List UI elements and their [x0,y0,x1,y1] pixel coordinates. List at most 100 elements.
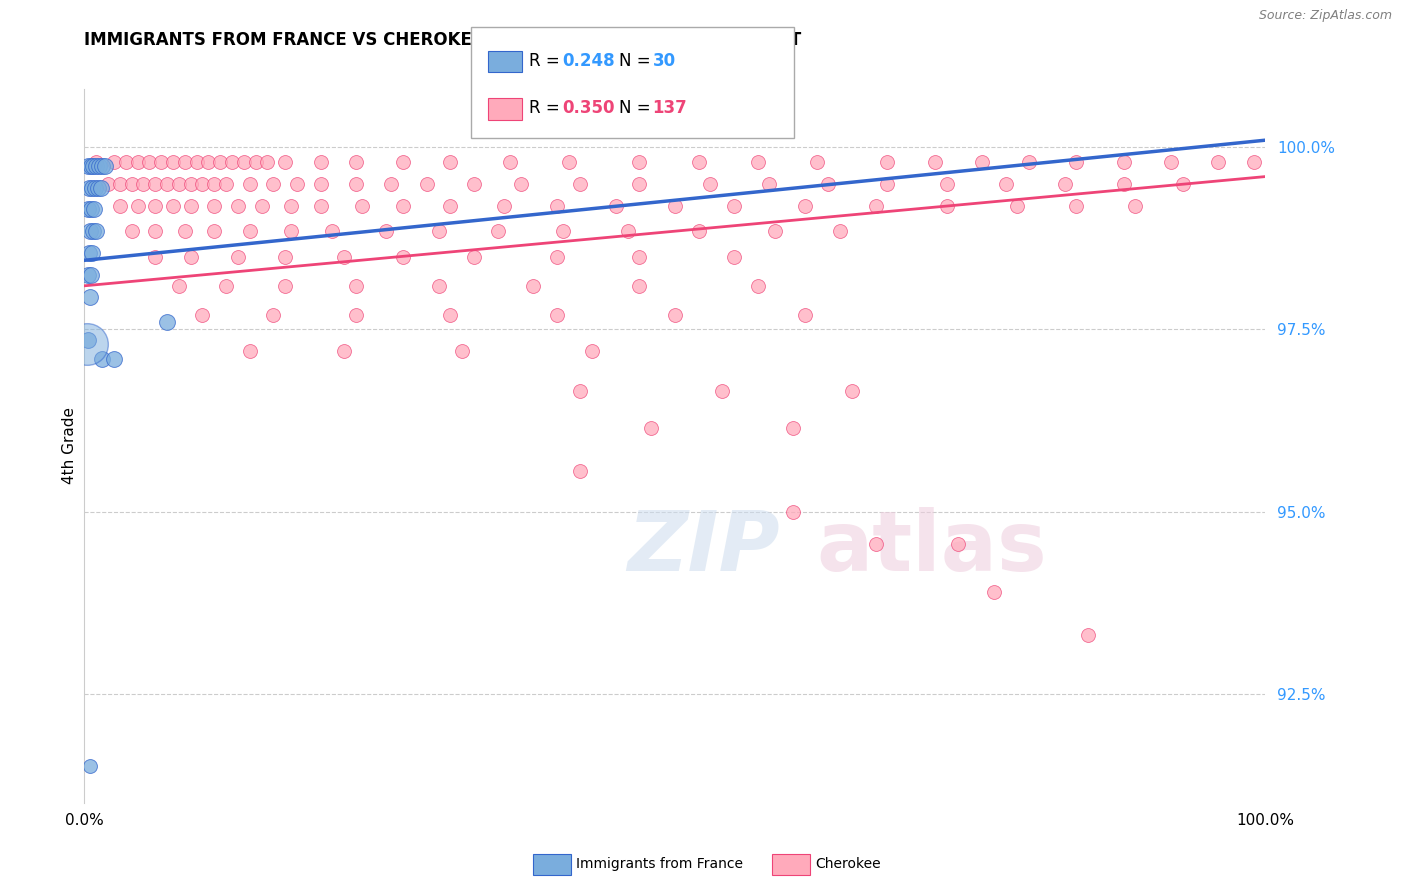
Point [274,155,297,169]
Y-axis label: 4th Grade: 4th Grade [62,408,77,484]
Point [758,177,780,191]
Point [180,250,202,264]
Point [439,308,461,322]
Point [209,155,232,169]
Point [77,246,100,260]
Text: 0.248: 0.248 [562,52,614,70]
Point [156,315,179,329]
Point [76,337,98,351]
Text: N =: N = [619,52,655,70]
Point [202,177,225,191]
Point [191,177,214,191]
Point [865,537,887,551]
Point [202,199,225,213]
Point [226,250,249,264]
Point [97,177,120,191]
Point [80,268,103,282]
Point [723,250,745,264]
Point [427,224,450,238]
Point [77,202,100,217]
Point [138,155,160,169]
Point [79,290,101,304]
Point [392,250,415,264]
Point [616,224,638,238]
Point [173,224,195,238]
Point [628,155,651,169]
Point [77,159,100,173]
Point [557,155,579,169]
Point [262,308,284,322]
Point [439,155,461,169]
Point [108,199,131,213]
Point [83,202,105,217]
Point [77,334,100,348]
Point [167,278,190,293]
Point [197,155,219,169]
Point [239,344,262,359]
Point [546,308,568,322]
Point [215,177,238,191]
Point [1066,199,1088,213]
Point [688,155,710,169]
Point [344,278,367,293]
Point [215,278,238,293]
Point [114,155,136,169]
Point [1243,155,1265,169]
Point [221,155,243,169]
Point [994,177,1017,191]
Point [280,224,302,238]
Point [90,180,112,194]
Point [924,155,946,169]
Point [628,177,651,191]
Text: R =: R = [529,99,565,117]
Point [162,155,184,169]
Point [94,159,117,173]
Text: atlas: atlas [817,508,1047,589]
Point [143,177,166,191]
Point [392,199,415,213]
Point [91,351,114,366]
Point [84,180,107,194]
Point [380,177,402,191]
Point [150,155,173,169]
Point [640,421,662,435]
Point [127,155,149,169]
Point [274,278,297,293]
Point [226,199,249,213]
Point [699,177,721,191]
Point [256,155,278,169]
Point [77,268,100,282]
Text: 137: 137 [652,99,688,117]
Point [1066,155,1088,169]
Point [262,177,284,191]
Point [180,199,202,213]
Point [1112,177,1135,191]
Point [121,224,143,238]
Text: N =: N = [619,99,655,117]
Point [103,155,125,169]
Point [344,177,367,191]
Point [830,224,852,238]
Point [84,155,107,169]
Point [191,308,214,322]
Point [108,177,131,191]
Point [427,278,450,293]
Point [167,177,190,191]
Point [605,199,627,213]
Point [156,177,179,191]
Point [664,308,686,322]
Point [569,465,592,479]
Point [747,278,769,293]
Point [983,584,1005,599]
Point [581,344,603,359]
Point [87,159,111,173]
Point [935,199,957,213]
Point [546,199,568,213]
Point [232,155,254,169]
Point [793,308,815,322]
Point [350,199,373,213]
Point [103,351,125,366]
Point [416,177,439,191]
Point [392,155,415,169]
Point [80,159,103,173]
